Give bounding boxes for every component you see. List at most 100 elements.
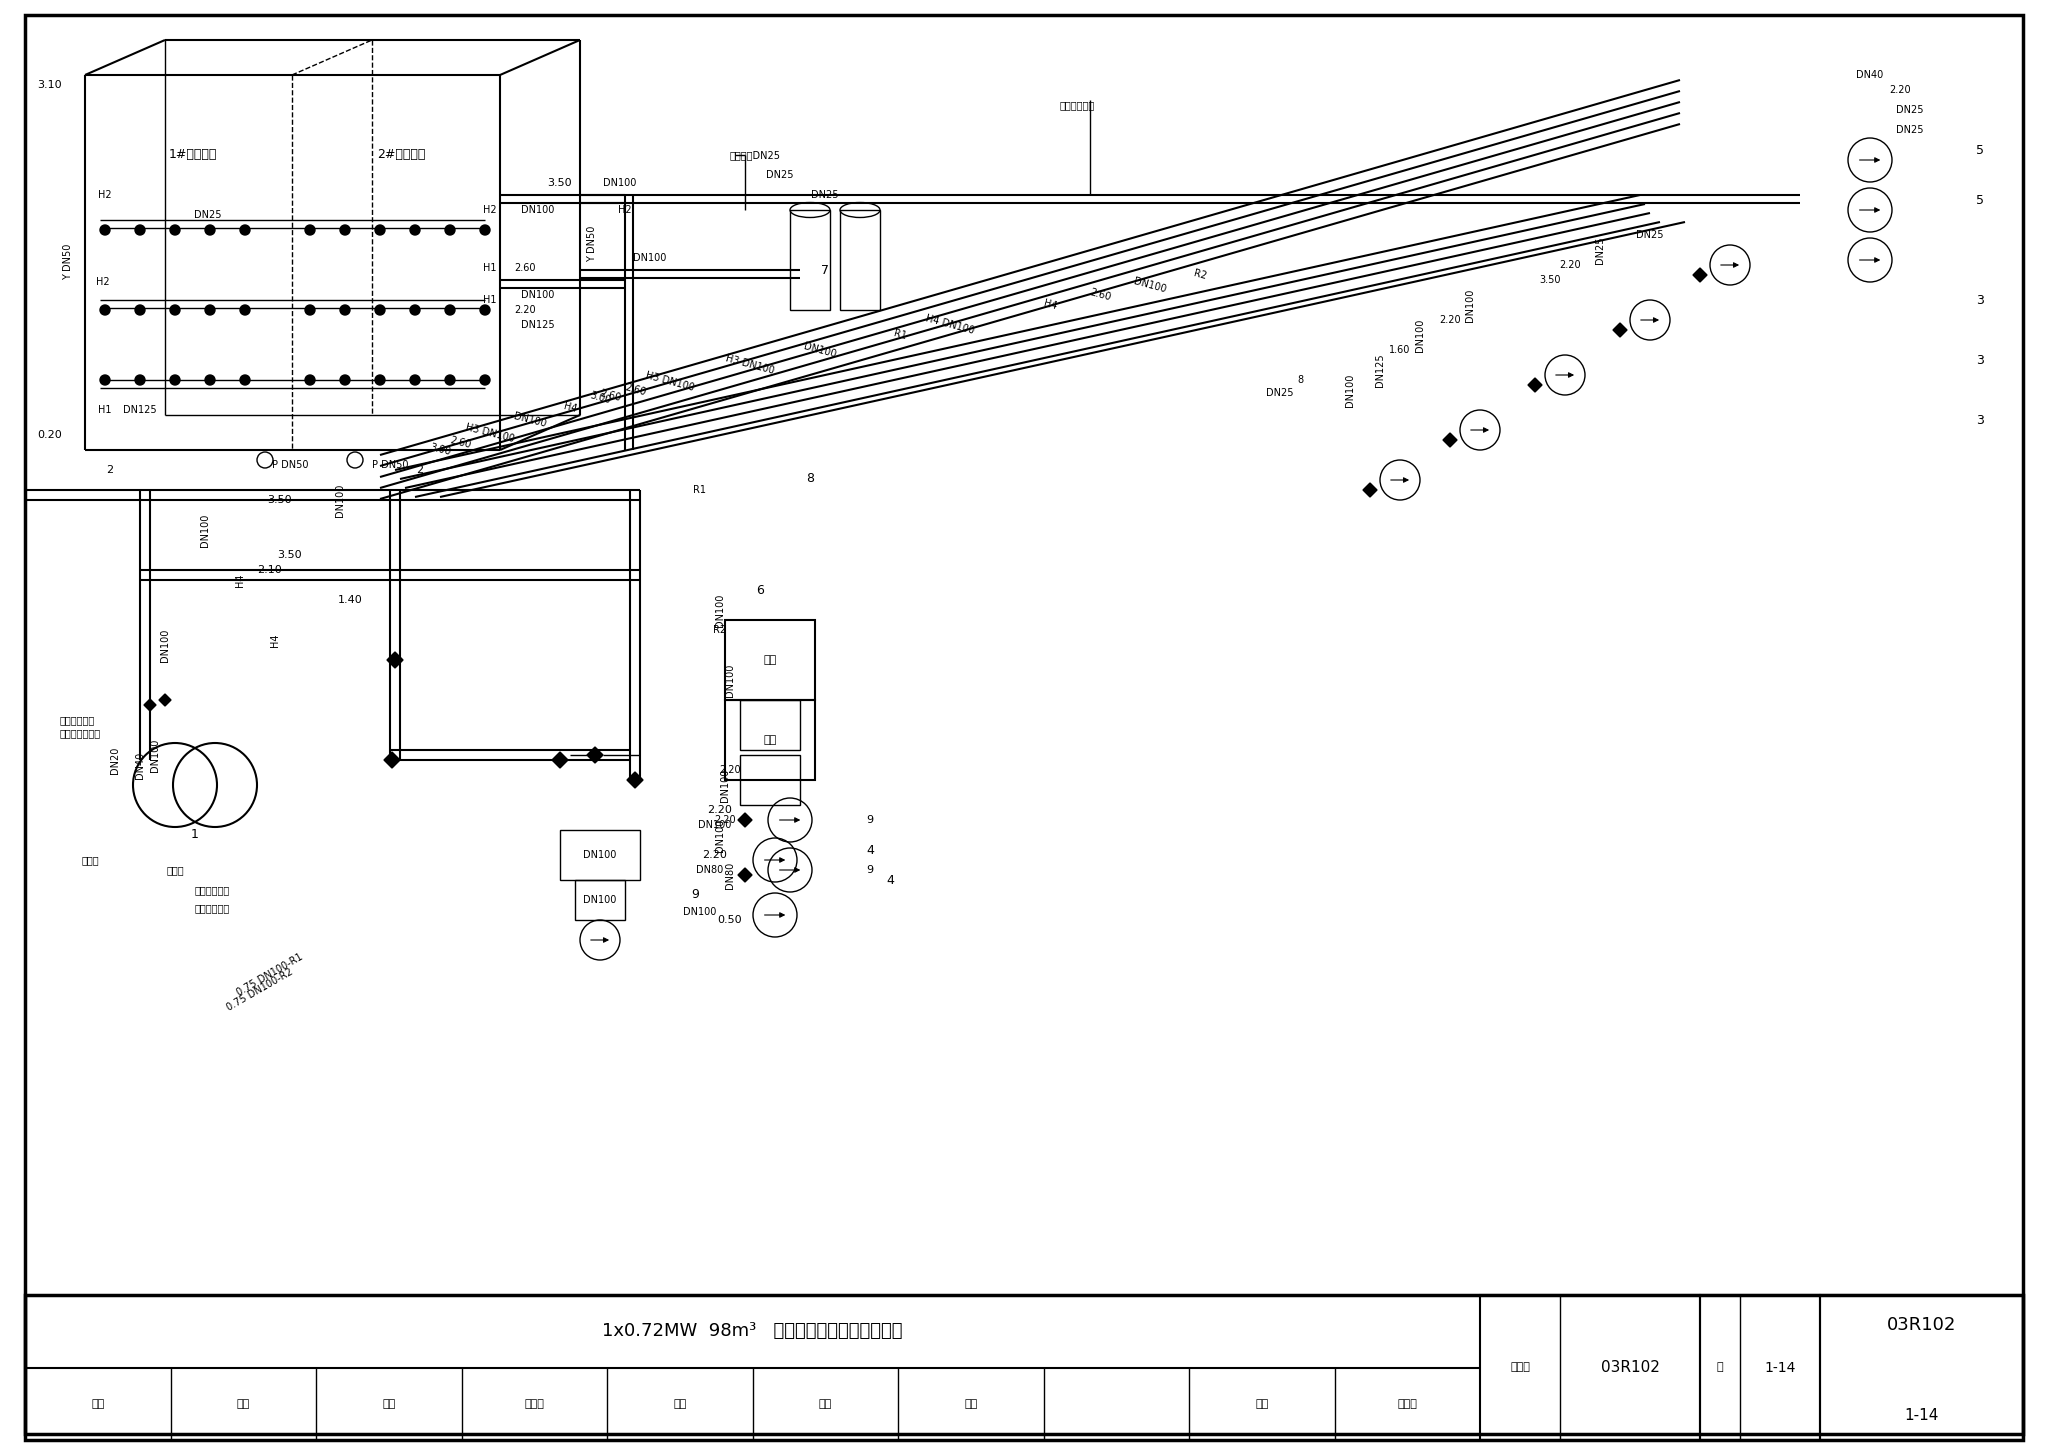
Polygon shape <box>1528 378 1542 393</box>
Text: P DN50: P DN50 <box>272 459 309 469</box>
Text: H3 DN100: H3 DN100 <box>645 371 696 393</box>
Bar <box>25 1295 2023 1440</box>
Bar <box>575 880 625 920</box>
Text: 3.00: 3.00 <box>588 390 612 406</box>
Text: DN100: DN100 <box>1346 374 1356 407</box>
Polygon shape <box>385 752 399 768</box>
Circle shape <box>444 375 455 385</box>
Text: DN25: DN25 <box>195 210 221 220</box>
Text: 3.10: 3.10 <box>37 80 61 90</box>
Circle shape <box>240 304 250 314</box>
Text: 0.50: 0.50 <box>717 914 741 924</box>
Polygon shape <box>160 694 170 706</box>
Text: H2: H2 <box>96 277 111 287</box>
Text: H4: H4 <box>1042 298 1059 312</box>
Text: DN100: DN100 <box>160 629 170 662</box>
Circle shape <box>479 375 489 385</box>
Text: 接地线: 接地线 <box>82 855 98 865</box>
Text: DN25: DN25 <box>1896 104 1923 114</box>
Text: H4: H4 <box>563 401 578 414</box>
Text: DN100: DN100 <box>725 664 735 697</box>
Text: H1: H1 <box>98 406 113 414</box>
Circle shape <box>444 304 455 314</box>
Text: DN100: DN100 <box>633 254 668 264</box>
Text: 邮小步: 邮小步 <box>1397 1398 1417 1408</box>
Text: 余蜕: 余蜕 <box>819 1398 831 1408</box>
Text: 8: 8 <box>1296 375 1303 385</box>
Text: 2#蓄热水箱: 2#蓄热水箱 <box>377 148 426 161</box>
Text: 会签: 会签 <box>965 1398 977 1408</box>
Text: 7: 7 <box>821 264 829 277</box>
Text: 0.20: 0.20 <box>37 430 61 440</box>
Text: DN25: DN25 <box>766 170 795 180</box>
Circle shape <box>410 225 420 235</box>
Circle shape <box>240 225 250 235</box>
Circle shape <box>205 304 215 314</box>
Circle shape <box>375 304 385 314</box>
Bar <box>1821 1295 2023 1440</box>
Polygon shape <box>737 868 752 882</box>
Text: 2.20: 2.20 <box>702 851 727 861</box>
Circle shape <box>340 304 350 314</box>
Text: P DN50: P DN50 <box>373 459 408 469</box>
Text: 接地线: 接地线 <box>166 865 184 875</box>
Polygon shape <box>1364 483 1376 497</box>
Text: 6: 6 <box>756 584 764 597</box>
Text: H4: H4 <box>270 633 281 646</box>
Text: DN100: DN100 <box>715 819 725 852</box>
Circle shape <box>135 375 145 385</box>
Text: R2: R2 <box>713 625 727 635</box>
Text: DN25: DN25 <box>1266 388 1294 398</box>
Circle shape <box>479 225 489 235</box>
Text: 0.75 DN100-R2: 0.75 DN100-R2 <box>225 966 295 1013</box>
Text: 3: 3 <box>1976 413 1985 426</box>
Text: Y DN50: Y DN50 <box>63 243 74 280</box>
Text: 3: 3 <box>1976 354 1985 367</box>
Text: 2.20: 2.20 <box>719 765 741 775</box>
Text: H1: H1 <box>483 264 498 272</box>
Circle shape <box>170 225 180 235</box>
Text: 2.60: 2.60 <box>514 264 537 272</box>
Text: 1-14: 1-14 <box>1905 1407 1939 1423</box>
Text: H2: H2 <box>618 204 633 214</box>
Text: 03R102: 03R102 <box>1886 1316 1956 1335</box>
Text: 1-14: 1-14 <box>1763 1361 1796 1375</box>
Polygon shape <box>737 813 752 827</box>
Text: 3.50: 3.50 <box>547 178 571 188</box>
Text: 0.75 DN100-R1: 0.75 DN100-R1 <box>236 952 305 998</box>
Circle shape <box>375 375 385 385</box>
Text: DN125: DN125 <box>123 406 158 414</box>
Text: 3: 3 <box>1976 294 1985 307</box>
Bar <box>739 755 801 806</box>
Text: 1: 1 <box>190 829 199 842</box>
Circle shape <box>305 304 315 314</box>
Text: 2: 2 <box>106 465 113 475</box>
Circle shape <box>135 225 145 235</box>
Circle shape <box>375 225 385 235</box>
Text: 2.20: 2.20 <box>707 806 733 814</box>
Text: 膨胀: 膨胀 <box>764 655 776 665</box>
Text: 廉力: 廉力 <box>238 1398 250 1408</box>
Text: 2.60: 2.60 <box>449 436 471 451</box>
Bar <box>791 210 829 310</box>
Text: R1: R1 <box>893 329 907 342</box>
Circle shape <box>170 375 180 385</box>
Text: 5: 5 <box>1976 143 1985 156</box>
Text: 3.50: 3.50 <box>1540 275 1561 285</box>
Text: 8: 8 <box>807 471 813 484</box>
Text: H2: H2 <box>98 190 113 200</box>
Circle shape <box>444 225 455 235</box>
Text: 审核: 审核 <box>90 1398 104 1408</box>
Text: H1: H1 <box>483 296 498 304</box>
Circle shape <box>100 304 111 314</box>
Text: DN25: DN25 <box>1896 125 1923 135</box>
Text: 2.60: 2.60 <box>598 388 623 403</box>
Text: 1.40: 1.40 <box>338 596 362 606</box>
Text: 9: 9 <box>690 888 698 901</box>
Polygon shape <box>588 748 602 764</box>
Text: DN100: DN100 <box>715 593 725 626</box>
Circle shape <box>479 304 489 314</box>
Text: DN40: DN40 <box>135 752 145 778</box>
Text: 1x0.72MW  98m³   蓄热式电锅炉房管道系统图: 1x0.72MW 98m³ 蓄热式电锅炉房管道系统图 <box>602 1323 903 1340</box>
Text: 稳压: 稳压 <box>764 735 776 745</box>
